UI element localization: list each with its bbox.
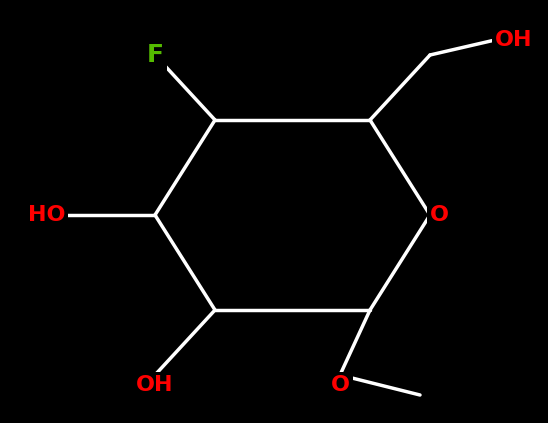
Text: O: O [330, 375, 350, 395]
Text: F: F [146, 43, 163, 67]
Text: OH: OH [495, 30, 533, 50]
Text: OH: OH [136, 375, 174, 395]
Text: HO: HO [27, 205, 65, 225]
Text: O: O [430, 205, 449, 225]
